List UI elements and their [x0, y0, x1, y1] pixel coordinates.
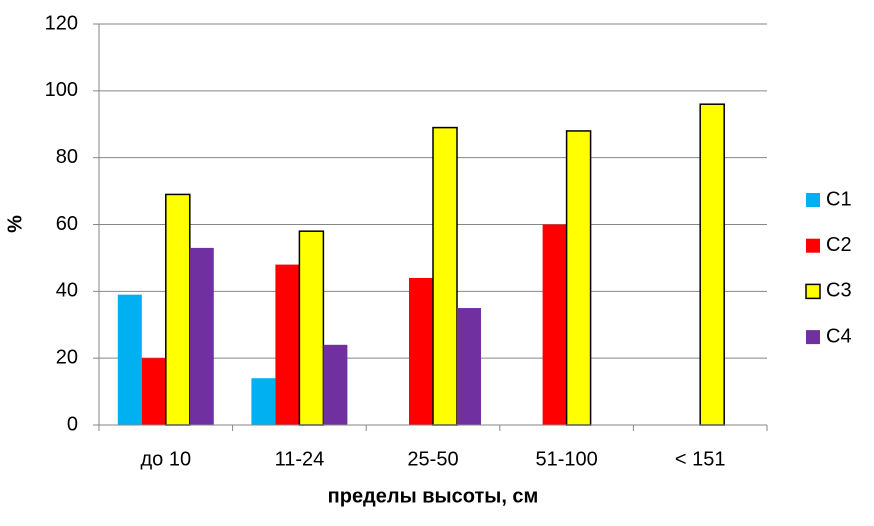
bar — [117, 294, 142, 425]
bar — [298, 230, 325, 426]
legend-label: C3 — [826, 280, 852, 302]
bar — [432, 126, 458, 426]
bar — [457, 308, 481, 425]
x-axis-title: пределы высоты, см — [328, 485, 539, 507]
legend-label: C2 — [826, 234, 852, 256]
bar — [542, 224, 567, 425]
bar — [165, 193, 191, 426]
bar — [699, 103, 725, 426]
x-tick-label: < 151 — [675, 448, 726, 470]
bar — [141, 358, 166, 425]
y-tick-label: 80 — [56, 146, 78, 168]
x-tick-label: до 10 — [140, 448, 191, 470]
y-tick-label: 20 — [56, 346, 78, 368]
legend-label: C1 — [826, 188, 852, 210]
bar — [565, 130, 592, 426]
y-axis-title: % — [4, 215, 26, 233]
bar — [251, 378, 276, 425]
y-tick-label: 40 — [56, 280, 78, 302]
y-tick-label: 0 — [67, 413, 78, 435]
legend-swatch — [806, 330, 820, 345]
bar — [323, 344, 348, 425]
y-tick-label: 120 — [45, 12, 78, 34]
legend-swatch — [806, 238, 820, 253]
bar — [275, 264, 300, 425]
x-tick-label: 51-100 — [535, 448, 597, 470]
x-tick-label: 25-50 — [407, 448, 458, 470]
y-tick-label: 100 — [45, 79, 78, 101]
y-tick-label: 60 — [56, 213, 78, 235]
legend-label: C4 — [826, 325, 852, 347]
bar — [409, 277, 433, 425]
bar — [189, 247, 214, 425]
legend-swatch — [806, 193, 820, 207]
x-tick-label: 11-24 — [275, 448, 325, 470]
legend-swatch — [805, 283, 821, 300]
